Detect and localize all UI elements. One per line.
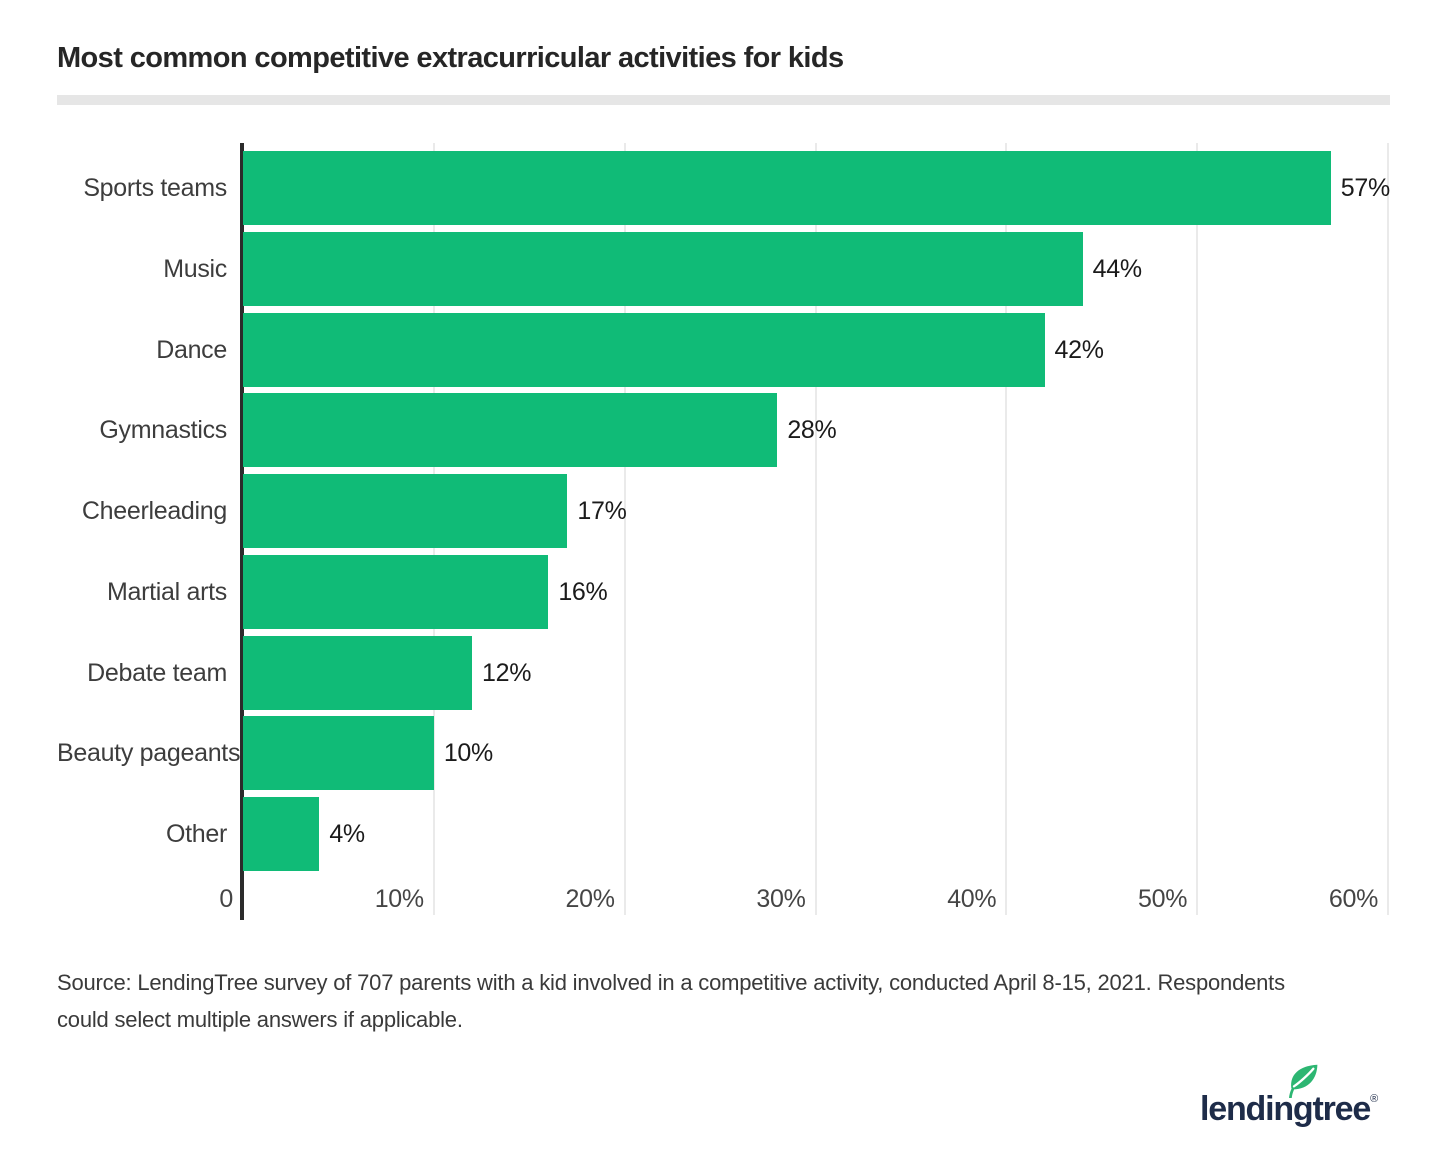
- leaf-vein: [1292, 1067, 1315, 1088]
- bar: [243, 474, 568, 548]
- leaf-stem: [1289, 1088, 1294, 1098]
- category-label: Sports teams: [83, 174, 227, 202]
- bar: [243, 231, 1083, 306]
- x-tick-label: 40%: [947, 885, 997, 913]
- value-label: 17%: [577, 497, 627, 525]
- category-label: Martial arts: [106, 577, 227, 606]
- bar: [243, 716, 434, 791]
- category-label: Gymnastics: [99, 416, 227, 445]
- x-tick-label: 60%: [1328, 885, 1378, 913]
- logo-text: lendingtree: [1200, 1090, 1371, 1128]
- source-line-1: Source: LendingTree survey of 707 parent…: [57, 970, 1285, 995]
- category-label: Beauty pageants: [57, 739, 241, 768]
- bar-row: 44%: [243, 231, 1388, 306]
- bar: [243, 797, 320, 871]
- category-label: Debate team: [87, 658, 227, 687]
- bar-row: 28%: [243, 393, 1388, 468]
- x-tick-label: 30%: [756, 885, 806, 913]
- x-tick-label: 0: [219, 885, 233, 913]
- registered-mark: ®: [1370, 1093, 1379, 1105]
- bar: [243, 635, 472, 710]
- category-label: Dance: [156, 335, 227, 364]
- title-divider: [57, 95, 1390, 105]
- value-label: 42%: [1054, 335, 1104, 364]
- gridline: [1005, 143, 1008, 915]
- bar-row: 16%: [243, 554, 1388, 629]
- x-tick-label: 20%: [565, 885, 615, 913]
- bar-row: 4%: [243, 797, 1388, 871]
- value-label: 44%: [1092, 254, 1142, 283]
- y-axis-line: [240, 143, 244, 920]
- gridline: [814, 143, 817, 915]
- bar-row: 57%: [243, 151, 1390, 225]
- gridline: [1196, 143, 1199, 915]
- gridline: [1387, 143, 1389, 915]
- bar-row: 42%: [243, 312, 1388, 387]
- value-label: 28%: [787, 416, 837, 445]
- bar: [243, 554, 549, 629]
- value-label: 4%: [329, 820, 365, 848]
- value-label: 12%: [482, 658, 532, 687]
- x-tick-label: 50%: [1138, 885, 1188, 913]
- category-label: Other: [165, 820, 227, 848]
- logo-wordmark: lendingtree®: [1200, 1090, 1378, 1129]
- value-label: 10%: [443, 739, 493, 768]
- leaf-icon: [1289, 1064, 1318, 1098]
- bar: [243, 151, 1331, 225]
- gridline: [623, 143, 626, 915]
- bar: [243, 393, 778, 468]
- value-label: 57%: [1340, 174, 1390, 202]
- bar-row: 10%: [243, 716, 1388, 791]
- x-tick-label: 10%: [374, 885, 424, 913]
- category-label: Music: [163, 254, 227, 283]
- plot-area: 0 10% 20% 30% 40% 50% 60% 57% 44% 42% 28% 17% 16% 12%…: [219, 143, 1390, 920]
- bar-row: 17%: [243, 474, 1388, 548]
- bar: [243, 312, 1045, 387]
- bar-row: 12%: [243, 635, 1388, 710]
- source-note: Source: LendingTree survey of 707 parent…: [57, 964, 1285, 1038]
- chart-title: Most common competitive extracurricular …: [57, 42, 844, 74]
- lendingtree-logo: lendingtree®: [1200, 1062, 1400, 1138]
- category-label: Cheerleading: [81, 497, 227, 525]
- source-line-2: could select multiple answers if applica…: [57, 1007, 463, 1032]
- bar-chart: 0 10% 20% 30% 40% 50% 60% 57% 44% 42% 28% 17% 16% 12%…: [57, 143, 1390, 920]
- value-label: 16%: [558, 577, 608, 606]
